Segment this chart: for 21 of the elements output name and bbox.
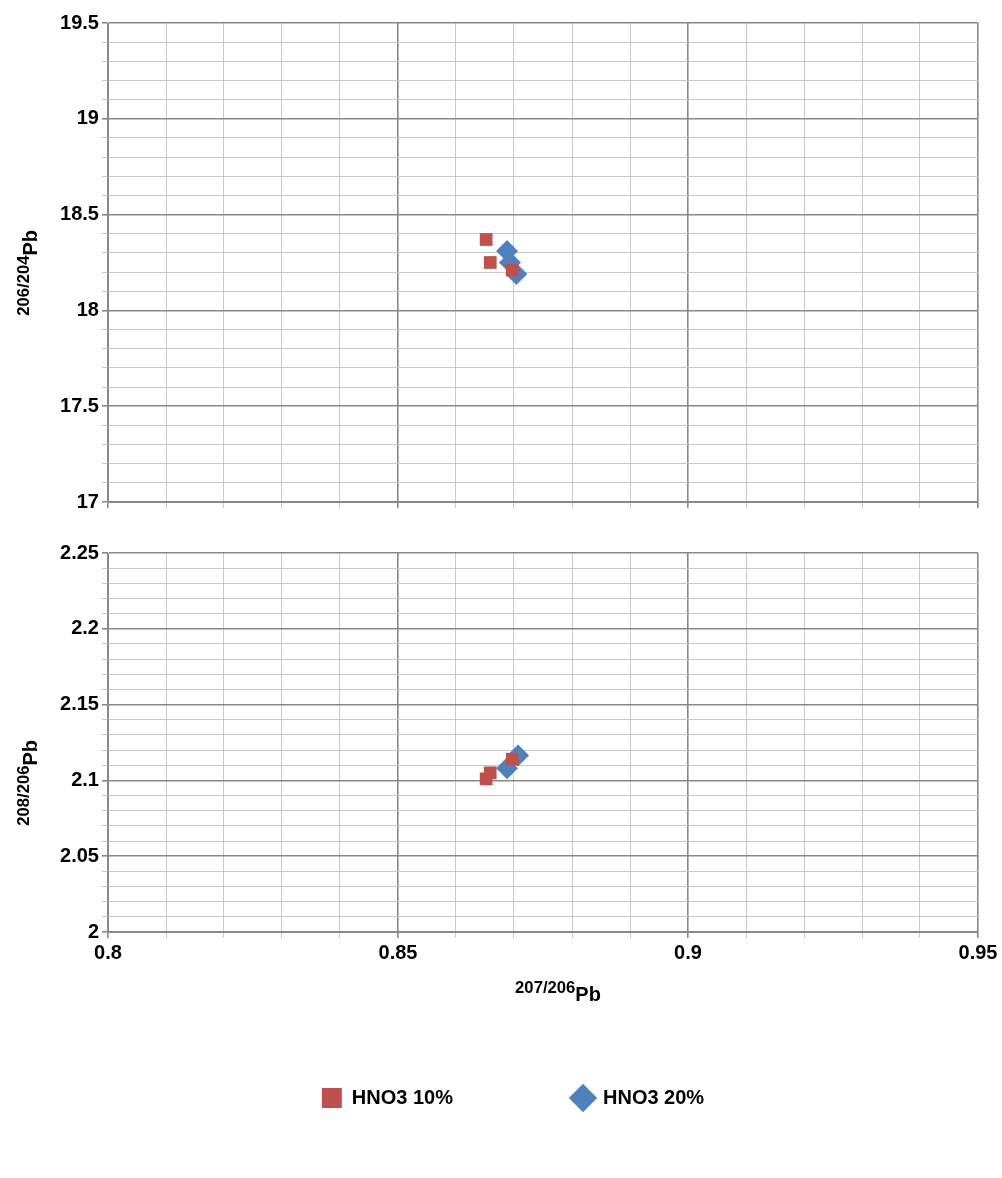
y-tick-label: 2.1	[71, 767, 99, 790]
x-tick-label: 0.85	[378, 940, 418, 963]
point	[479, 233, 493, 246]
y-tick-label: 2.15	[60, 692, 99, 715]
y-tick-label: 17	[76, 489, 99, 512]
y-tick-label: 18	[76, 297, 99, 320]
y-tick-label: 19.5	[60, 10, 99, 33]
x-tick-label: 0.95	[958, 940, 998, 963]
point	[483, 256, 497, 269]
x-tick-label: 0.9	[674, 940, 702, 963]
legend-label: HNO3 10%	[351, 1085, 454, 1108]
y-tick-label: 18.5	[60, 202, 99, 225]
y-tick-label: 2.05	[60, 843, 99, 866]
legend-label: HNO3 20%	[603, 1085, 705, 1108]
y-tick-label: 2.2	[71, 616, 99, 639]
x-axis-title: $^{207/206}$Pb	[514, 978, 602, 1006]
y-tick-label: 17.5	[60, 393, 99, 416]
y-tick-label: 2	[87, 919, 99, 942]
y-tick-label: 19	[76, 106, 99, 129]
y-tick-label: 2.25	[60, 540, 99, 563]
x-tick-label: 0.8	[94, 940, 122, 963]
